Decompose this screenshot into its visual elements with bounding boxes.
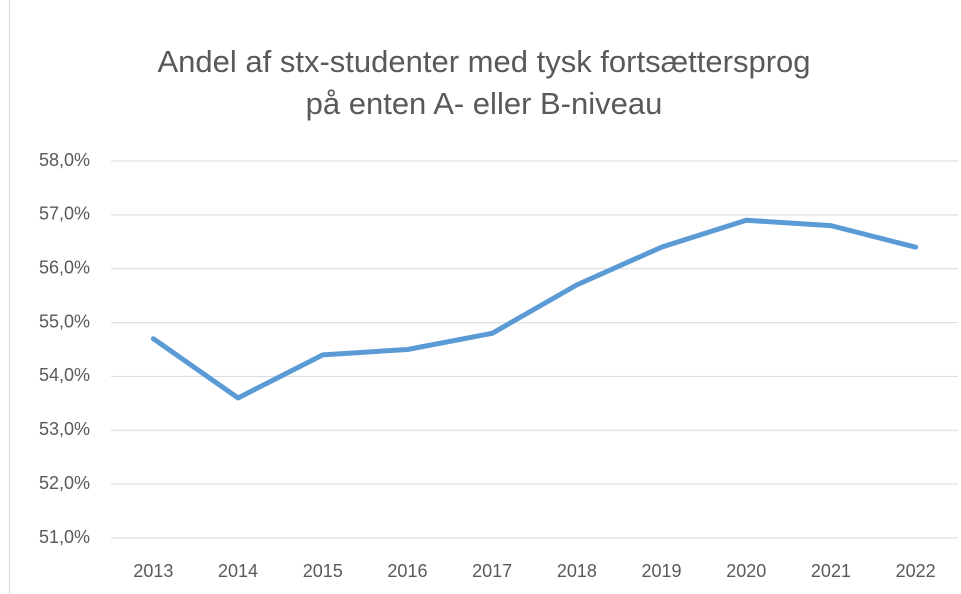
y-tick-label: 55,0% (39, 311, 90, 331)
y-tick-label: 58,0% (39, 150, 90, 170)
y-tick-label: 56,0% (39, 257, 90, 277)
x-tick-label: 2018 (557, 561, 597, 581)
chart-title: Andel af stx-studenter med tysk fortsætt… (158, 44, 811, 79)
chart-title: på enten A- eller B-niveau (306, 86, 663, 121)
x-tick-label: 2020 (726, 561, 766, 581)
y-tick-label: 51,0% (39, 527, 90, 547)
y-tick-label: 53,0% (39, 419, 90, 439)
y-tick-label: 52,0% (39, 473, 90, 493)
data-line (150, 217, 919, 401)
x-tick-label: 2016 (387, 561, 427, 581)
x-tick-label: 2022 (896, 561, 936, 581)
x-tick-label: 2014 (218, 561, 258, 581)
x-tick-label: 2015 (303, 561, 343, 581)
x-tick-label: 2017 (472, 561, 512, 581)
x-tick-label: 2013 (133, 561, 173, 581)
y-tick-label: 54,0% (39, 365, 90, 385)
x-tick-label: 2019 (642, 561, 682, 581)
x-tick-label: 2021 (811, 561, 851, 581)
y-tick-label: 57,0% (39, 204, 90, 224)
